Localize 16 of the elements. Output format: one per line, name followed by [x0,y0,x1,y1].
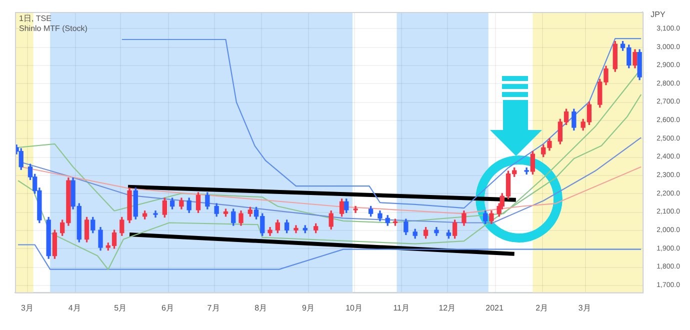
x-tick-label: 7月 [207,303,220,312]
x-tick-label: 9月 [302,303,314,312]
x-tick-label: 11月 [393,303,410,312]
x-tick-label: 5月 [114,303,127,312]
x-tick-label: 2月 [536,303,548,312]
x-tick-label: 10月 [346,303,362,312]
x-tick-label: 12月 [438,303,456,312]
x-tick-label: 3月 [578,303,591,312]
chart-title: 1日, TSE [19,14,52,24]
y-axis-title: JPY [650,10,666,20]
x-tick-label: 8月 [254,303,268,312]
x-tick-label: 2021 [486,303,504,312]
text: Shinlo MTF (Stock) [19,24,88,34]
x-tick-label: 6月 [161,303,174,312]
x-tick-label: 3月 [20,303,34,312]
x-tick-label: 4月 [68,303,81,312]
